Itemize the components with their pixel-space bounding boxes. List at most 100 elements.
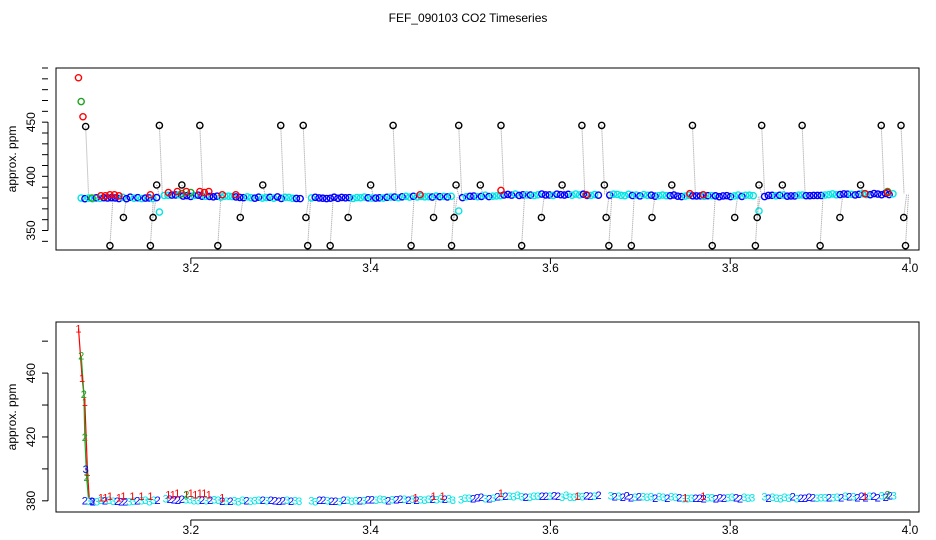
spike-connector (149, 197, 154, 246)
numeral-marker: 2 (155, 495, 161, 507)
data-point-black (688, 121, 697, 130)
numeral-marker: 3 (850, 492, 856, 504)
data-point-blue (726, 192, 735, 201)
numeral-marker: 3 (377, 494, 383, 506)
data-point-black (856, 181, 865, 189)
numeral-marker: 3 (389, 495, 395, 507)
numeral-red: 1 (682, 493, 688, 505)
data-point-black (755, 181, 763, 189)
data-point-blue (247, 193, 255, 202)
numeral-marker: 3 (794, 493, 800, 505)
x-tick-label: 3.2 (183, 261, 200, 275)
numeral-marker: 3 (689, 493, 695, 505)
data-point-blue (870, 189, 878, 198)
numeral-marker: 3 (312, 497, 318, 509)
x-tick-label: 3.2 (183, 523, 200, 537)
numeral-marker: 3 (749, 492, 755, 504)
spike-connector (500, 125, 505, 196)
data-point-blue (285, 193, 293, 202)
data-point-red (699, 190, 708, 199)
data-point-blue (639, 190, 648, 199)
data-point-blue (738, 192, 746, 201)
spike-connector (433, 196, 438, 218)
y-tick-label: 420 (24, 427, 38, 447)
data-point-blue (258, 194, 267, 202)
numeral-marker: 2 (871, 491, 877, 503)
data-point-blue (790, 192, 799, 200)
data-point-black (303, 241, 312, 250)
data-point-blue (537, 190, 546, 198)
data-point-blue (402, 192, 410, 201)
data-point-red (79, 112, 87, 121)
data-point-blue (843, 190, 852, 198)
data-point-black (476, 181, 485, 189)
data-point-blue (439, 192, 448, 201)
numeral-red: 1 (79, 373, 85, 385)
data-point-black (537, 213, 546, 222)
numeral-marker: 2 (357, 496, 363, 508)
numeral-marker: 3 (361, 496, 367, 508)
data-point-blue (466, 192, 474, 201)
data-point-blue (137, 194, 146, 203)
numeral-marker: 3 (426, 494, 432, 506)
numeral-marker: 2 (838, 493, 844, 505)
data-point-blue (266, 193, 274, 202)
spike-connector (608, 194, 613, 246)
numeral-marker: 2 (854, 492, 860, 504)
data-point-blue (209, 193, 218, 201)
data-point-blue (296, 194, 304, 203)
data-point-blue (534, 191, 542, 199)
spike-connector (455, 184, 460, 198)
numeral-green: 2 (84, 472, 90, 484)
data-point-blue (655, 191, 663, 200)
data-point-black (753, 213, 761, 222)
numeral-marker: 3 (656, 491, 662, 503)
data-point-black (836, 213, 844, 222)
data-point-blue (783, 192, 792, 200)
data-point-blue (322, 194, 331, 203)
data-point-black (366, 181, 375, 189)
data-point-blue (590, 190, 599, 199)
numeral-marker: 2 (636, 491, 642, 503)
data-point-blue (141, 194, 150, 202)
spike-connector (521, 194, 526, 246)
data-point-blue (364, 193, 372, 202)
trace-green (80, 355, 89, 498)
numeral-marker: 2 (583, 490, 589, 502)
data-point-blue (84, 194, 93, 202)
data-point-blue (571, 190, 580, 198)
data-point-black (119, 213, 128, 222)
numeral-red: 1 (165, 489, 171, 501)
numeral-marker: 2 (122, 497, 128, 509)
numeral-red: 1 (201, 488, 207, 500)
data-point-black (429, 213, 438, 222)
numeral-red: 1 (82, 397, 88, 409)
numeral-marker: 2 (875, 492, 881, 504)
data-point-blue (556, 190, 565, 199)
numeral-marker: 2 (628, 492, 634, 504)
numeral-marker: 2 (320, 495, 326, 507)
data-point-blue (658, 191, 667, 199)
numeral-marker: 3 (183, 495, 189, 507)
numeral-marker: 3 (684, 494, 690, 506)
numeral-red: 1 (206, 489, 212, 501)
numeral-marker: 3 (571, 492, 577, 504)
numeral-red: 1 (498, 488, 504, 500)
data-point-black (627, 241, 636, 250)
numeral-marker: 3 (256, 495, 262, 507)
data-point-blue (836, 190, 844, 199)
data-point-black (258, 181, 267, 189)
data-point-red (861, 189, 869, 198)
numeral-red: 1 (862, 491, 868, 503)
numeral-marker: 2 (620, 492, 626, 504)
data-point-blue (470, 192, 478, 200)
numeral-marker: 2 (405, 495, 411, 507)
numeral-marker: 3 (308, 495, 314, 507)
numeral-marker: 2 (587, 491, 593, 503)
data-point-blue (772, 192, 780, 200)
numeral-marker: 2 (175, 495, 181, 507)
numeral-marker: 2 (810, 492, 816, 504)
y-tick-label: 350 (24, 220, 38, 240)
data-point-blue (375, 194, 384, 202)
y-tick-label: 400 (24, 166, 38, 186)
